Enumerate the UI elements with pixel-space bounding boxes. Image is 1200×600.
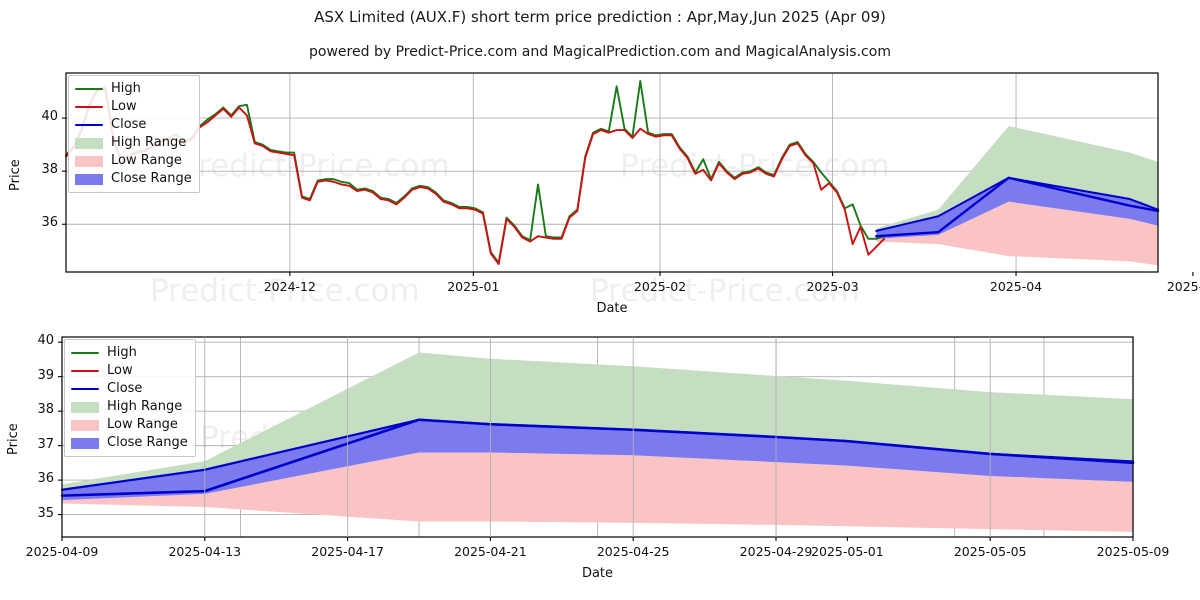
forecast-close-upper-line [875,176,1159,232]
y-tick-label: 36 [41,215,58,231]
legend-line-swatch-icon [74,83,104,95]
swatch [71,419,99,431]
legend-item-label: High Range [107,399,183,414]
swatch [75,123,103,127]
legend-item-high-range[interactable]: High Range [70,398,188,416]
legend-line-swatch-icon [70,347,100,359]
legend-item-low-range[interactable]: Low Range [74,152,192,170]
legend-item-low-range[interactable]: Low Range [70,416,188,434]
legend-item-label: Low Range [107,417,178,432]
y-tick-label: 40 [37,333,54,349]
history-high-line [65,80,886,264]
legend-item-label: High Range [111,135,187,150]
swatch [75,137,103,149]
low-range-band [876,201,1158,266]
legend-patch-swatch-icon [70,419,100,431]
x-tick-label: 2025-05-05 [953,544,1027,559]
legend-item-close-range[interactable]: Close Range [70,434,188,452]
page-title: ASX Limited (AUX.F) short term price pre… [314,8,886,26]
legend-item-label: Close Range [111,171,192,186]
plot-frame [65,72,1159,273]
x-axis-label: Date [581,566,614,581]
legend-item-label: Close [107,381,143,396]
legend-patch-swatch-icon [74,137,104,149]
swatch [75,155,103,167]
swatch [71,437,99,449]
legend-item-label: Low Range [111,153,182,168]
legend-patch-swatch-icon [74,173,104,185]
swatch [75,87,103,91]
x-tick-label: 2025-04 [989,279,1043,294]
legend-item-high[interactable]: High [70,344,188,362]
x-tick-label: 2025-04-25 [596,544,670,559]
low-range-band [62,452,1133,532]
page-subtitle: powered by Predict-Price.com and Magical… [309,44,891,60]
legend-item-label: Close Range [107,435,188,450]
legend-item-high[interactable]: High [74,80,192,98]
y-axis-label: Price [8,158,23,191]
legend-item-low[interactable]: Low [70,362,188,380]
y-tick-label: 38 [41,162,58,178]
x-tick-label: 2025-04-13 [168,544,242,559]
y-tick-label: 38 [37,402,54,418]
swatch [75,105,103,109]
y-tick-label: 39 [37,367,54,383]
swatch [71,351,99,355]
swatch [75,173,103,185]
legend-item-close-range[interactable]: Close Range [74,170,192,188]
y-tick-label: 40 [41,109,58,125]
legend-item-label: Close [111,117,147,132]
legend-item-low[interactable]: Low [74,98,192,116]
x-tick-label: 2025-02 [633,279,687,294]
x-tick-label: 2025-04-17 [311,544,384,559]
legend-patch-swatch-icon [70,437,100,449]
legend-item-label: High [107,345,137,360]
swatch [71,387,99,391]
y-tick-label: 36 [37,471,54,487]
x-tick-label: 2025-01 [447,279,500,294]
legend-item-label: High [111,81,141,96]
x-tick-label: 2025-03 [806,279,859,294]
overview-chart-svg: Predict-Price.com Predict-Price.com Predic… [62,72,1194,309]
y-tick-label: 35 [37,505,54,521]
high-range-band [62,352,1133,490]
y-axis-label: Price [6,423,21,455]
x-tick-label: 2025-05-01 [811,544,884,559]
legend-line-swatch-icon [74,119,104,131]
legend-item-label: Low [107,363,133,378]
y-tick-label: 37 [37,436,54,452]
x-axis-label: Date [596,301,628,316]
chart-legend[interactable]: High Low Close High Range Low Range Close Ran… [68,75,200,193]
watermark: Predict-Price.com [150,273,420,309]
legend-item-high-range[interactable]: High Range [74,134,192,152]
watermark: Predict-Price.com [180,148,450,184]
x-tick-label: 2025-05-09 [1096,544,1170,559]
x-tick-label: 2025-04-09 [25,544,99,559]
x-tick-label: 2024-12 [263,279,316,294]
swatch [71,401,99,413]
legend-item-label: Low [111,99,137,114]
legend-item-close[interactable]: Close [70,380,188,398]
history-low-line [65,87,886,265]
overview-chart-panel: Predict-Price.com Predict-Price.com Predic… [0,66,1200,316]
plot-frame [61,336,1134,538]
x-tick-label: 2025-04-21 [454,544,527,559]
legend-line-swatch-icon [70,383,100,395]
x-tick-label: 2025-04-29 [739,544,813,559]
watermark: Predict-Price.com [620,148,890,184]
close-range-band [876,177,1158,239]
legend-patch-swatch-icon [74,155,104,167]
legend-line-swatch-icon [70,365,100,377]
watermark: Predict-Price.com [590,273,860,309]
legend-line-swatch-icon [74,101,104,113]
x-tick-label: 2025-05 [1166,279,1200,294]
swatch [71,369,99,373]
chart-legend[interactable]: High Low Close High Range Low Range Close Ran… [64,339,196,457]
legend-patch-swatch-icon [70,401,100,413]
legend-item-close[interactable]: Close [74,116,192,134]
